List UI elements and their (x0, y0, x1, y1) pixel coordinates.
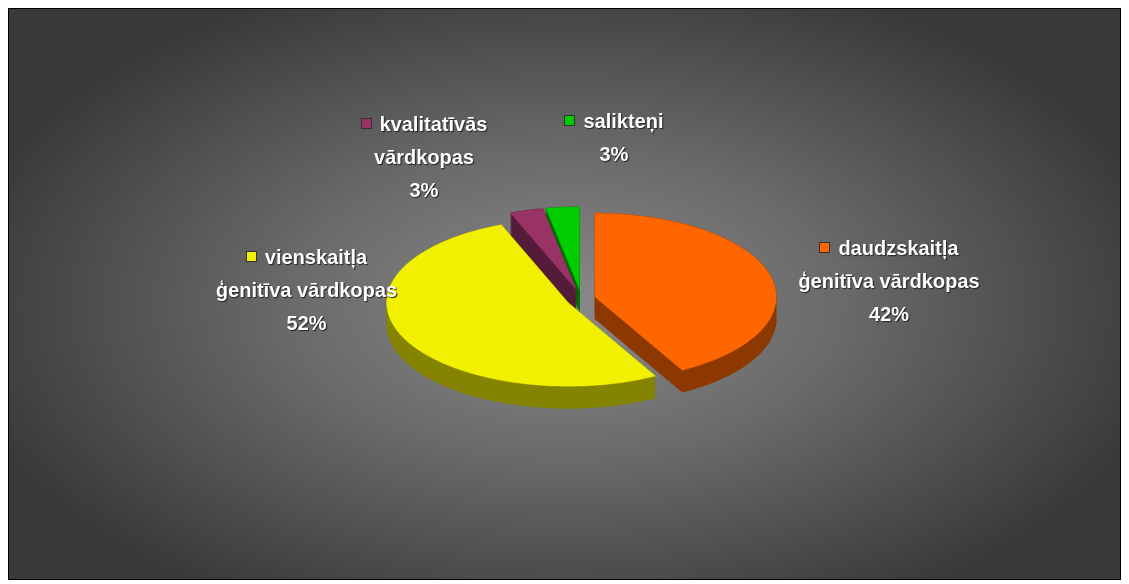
legend-marker (564, 115, 576, 126)
data-label: vienskaitļa ģenitīva vārdkopas 52% (214, 242, 399, 341)
pie-slice (594, 212, 777, 393)
legend-marker (360, 118, 372, 129)
category-label: salikteņi (583, 111, 664, 133)
value-label: 3% (599, 144, 629, 166)
category-label: vienskaitļa ģenitīva vārdkopas (215, 247, 398, 302)
data-label: kvalitatīvās vārdkopas 3% (339, 109, 509, 208)
data-label: salikteņi 3% (544, 106, 684, 172)
legend-marker (245, 251, 257, 262)
chart (386, 206, 777, 409)
category-label: daudzskaitļa ģenitīva vārdkopas (798, 238, 980, 293)
slice-top (509, 208, 578, 292)
pie-slice (386, 224, 657, 409)
pie-slice (509, 208, 578, 313)
slice-top (545, 206, 580, 291)
category-label: kvalitatīvās vārdkopas (373, 114, 488, 169)
slice-top (594, 212, 777, 371)
legend-marker (819, 242, 831, 253)
value-label: 42% (868, 304, 910, 326)
value-label: 3% (409, 180, 439, 202)
value-label: 52% (286, 313, 327, 335)
data-label: daudzskaitļa ģenitīva vārdkopas 42% (789, 233, 989, 332)
chart-frame: daudzskaitļa ģenitīva vārdkopas 42% viensk… (8, 8, 1121, 580)
slice-top (386, 224, 657, 387)
